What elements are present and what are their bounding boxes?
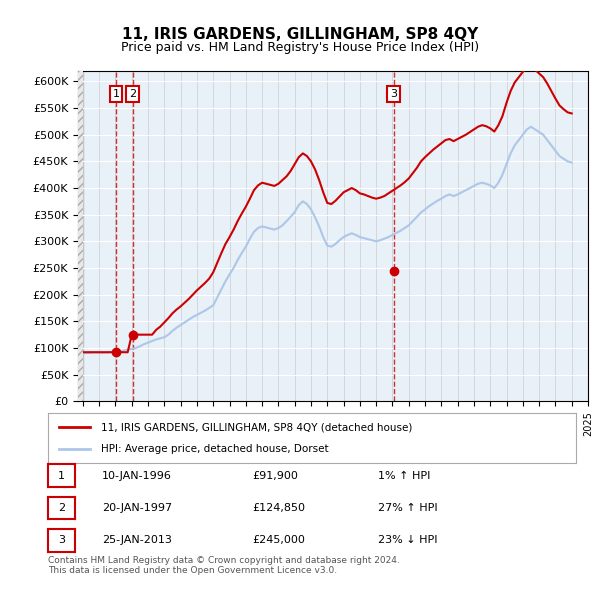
Text: HPI: Average price, detached house, Dorset: HPI: Average price, detached house, Dors… — [101, 444, 328, 454]
Text: Price paid vs. HM Land Registry's House Price Index (HPI): Price paid vs. HM Land Registry's House … — [121, 41, 479, 54]
Bar — [78, 71, 83, 401]
Text: 23% ↓ HPI: 23% ↓ HPI — [378, 536, 437, 545]
Text: Contains HM Land Registry data © Crown copyright and database right 2024.
This d: Contains HM Land Registry data © Crown c… — [48, 556, 400, 575]
Text: 1% ↑ HPI: 1% ↑ HPI — [378, 471, 430, 480]
Text: 10-JAN-1996: 10-JAN-1996 — [102, 471, 172, 480]
Text: 1: 1 — [58, 471, 65, 480]
Text: 11, IRIS GARDENS, GILLINGHAM, SP8 4QY (detached house): 11, IRIS GARDENS, GILLINGHAM, SP8 4QY (d… — [101, 422, 412, 432]
Text: £91,900: £91,900 — [252, 471, 298, 480]
Text: 20-JAN-1997: 20-JAN-1997 — [102, 503, 172, 513]
Text: 1: 1 — [113, 89, 119, 99]
Text: 2: 2 — [129, 89, 136, 99]
Text: 3: 3 — [58, 536, 65, 545]
Bar — [80, 71, 83, 401]
Text: 2: 2 — [58, 503, 65, 513]
Text: £124,850: £124,850 — [252, 503, 305, 513]
Text: 25-JAN-2013: 25-JAN-2013 — [102, 536, 172, 545]
Text: 3: 3 — [390, 89, 397, 99]
Text: £245,000: £245,000 — [252, 536, 305, 545]
Text: 27% ↑ HPI: 27% ↑ HPI — [378, 503, 437, 513]
Text: 11, IRIS GARDENS, GILLINGHAM, SP8 4QY: 11, IRIS GARDENS, GILLINGHAM, SP8 4QY — [122, 27, 478, 41]
